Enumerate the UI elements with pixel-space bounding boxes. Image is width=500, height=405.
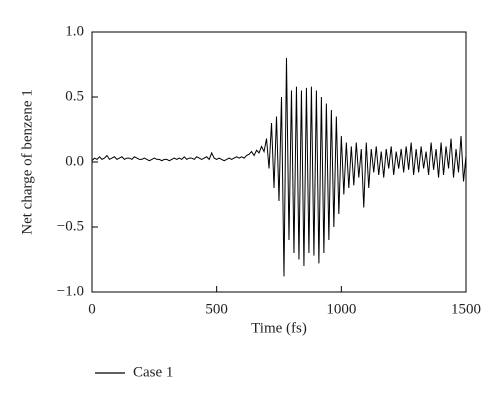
y-tick-label: −1.0: [57, 283, 84, 299]
y-tick-label: 0.5: [65, 88, 84, 104]
x-tick-label: 1000: [326, 301, 356, 317]
y-tick-label: 0.0: [65, 153, 84, 169]
x-axis-label: Time (fs): [251, 320, 307, 336]
legend-label: Case 1: [133, 364, 173, 380]
data-line: [91, 57, 467, 277]
y-tick-label: −0.5: [57, 218, 84, 234]
plot-frame: [91, 31, 467, 293]
x-tick-label: 500: [205, 301, 228, 317]
y-axis-label: Net charge of benzene 1: [19, 89, 35, 234]
x-tick-label: 1500: [451, 301, 481, 317]
x-tick-label: 0: [88, 301, 96, 317]
y-tick-label: 1.0: [65, 23, 84, 39]
